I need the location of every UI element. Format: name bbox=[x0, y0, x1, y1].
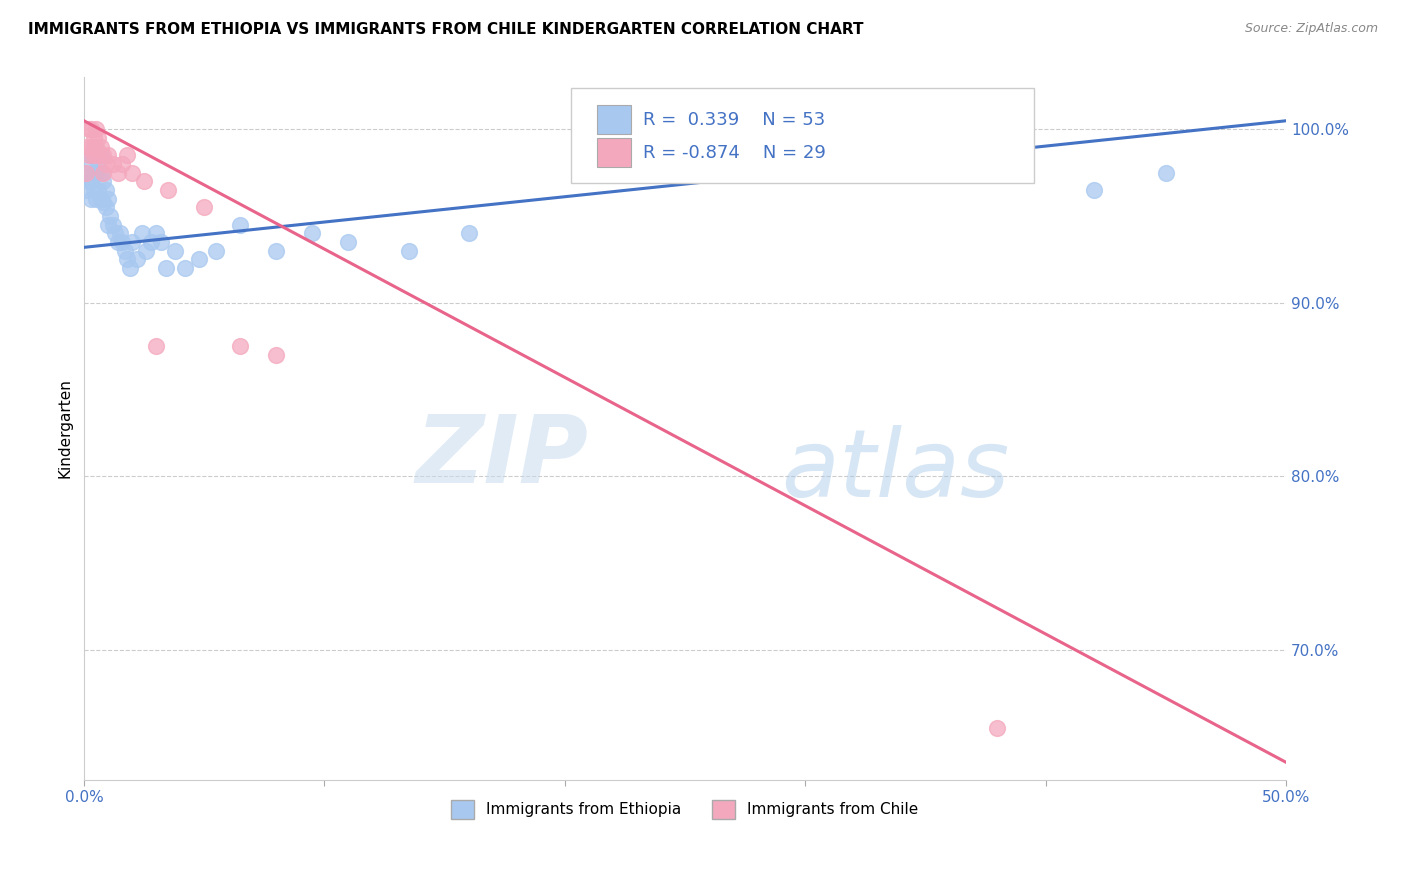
Point bbox=[80, 148, 103, 162]
Point bbox=[121, 166, 143, 180]
Point bbox=[90, 140, 112, 154]
Point bbox=[1083, 183, 1105, 197]
Text: Source: ZipAtlas.com: Source: ZipAtlas.com bbox=[1244, 22, 1378, 36]
Point bbox=[91, 174, 114, 188]
Point bbox=[84, 192, 107, 206]
Point bbox=[125, 252, 148, 267]
Point bbox=[1154, 166, 1177, 180]
FancyBboxPatch shape bbox=[598, 105, 631, 135]
Point bbox=[155, 261, 177, 276]
Point bbox=[205, 244, 228, 258]
Point bbox=[90, 166, 112, 180]
Point bbox=[91, 166, 114, 180]
Point bbox=[83, 183, 105, 197]
Point bbox=[986, 721, 1008, 735]
Text: R = -0.874    N = 29: R = -0.874 N = 29 bbox=[643, 144, 825, 161]
Point bbox=[457, 227, 479, 241]
Point bbox=[83, 140, 105, 154]
Point bbox=[229, 218, 252, 232]
Point bbox=[77, 174, 100, 188]
Point bbox=[117, 148, 139, 162]
Point bbox=[229, 339, 252, 353]
Text: IMMIGRANTS FROM ETHIOPIA VS IMMIGRANTS FROM CHILE KINDERGARTEN CORRELATION CHART: IMMIGRANTS FROM ETHIOPIA VS IMMIGRANTS F… bbox=[28, 22, 863, 37]
Point bbox=[94, 201, 117, 215]
Point bbox=[83, 148, 105, 162]
Text: atlas: atlas bbox=[782, 425, 1010, 516]
Point bbox=[107, 235, 129, 249]
Point bbox=[131, 227, 153, 241]
Point bbox=[121, 235, 143, 249]
Point bbox=[83, 131, 105, 145]
Text: ZIP: ZIP bbox=[416, 410, 589, 502]
Point bbox=[83, 166, 105, 180]
Point bbox=[145, 227, 167, 241]
Point bbox=[80, 140, 103, 154]
Point bbox=[87, 157, 110, 171]
Point bbox=[165, 244, 187, 258]
Point bbox=[266, 244, 288, 258]
Point bbox=[111, 157, 134, 171]
Point bbox=[174, 261, 197, 276]
Point bbox=[87, 131, 110, 145]
Point bbox=[75, 140, 97, 154]
Point bbox=[94, 183, 117, 197]
Point bbox=[132, 174, 155, 188]
Point bbox=[97, 218, 120, 232]
FancyBboxPatch shape bbox=[571, 88, 1033, 183]
Point bbox=[75, 166, 97, 180]
Point bbox=[90, 148, 112, 162]
Point bbox=[118, 261, 141, 276]
Point bbox=[100, 209, 122, 223]
Point bbox=[301, 227, 323, 241]
Point bbox=[337, 235, 360, 249]
Point bbox=[266, 348, 288, 362]
Point bbox=[135, 244, 157, 258]
Point bbox=[145, 339, 167, 353]
Point bbox=[77, 157, 100, 171]
Legend: Immigrants from Ethiopia, Immigrants from Chile: Immigrants from Ethiopia, Immigrants fro… bbox=[446, 794, 925, 824]
Point bbox=[84, 140, 107, 154]
Point bbox=[80, 122, 103, 136]
Point bbox=[398, 244, 420, 258]
Point bbox=[97, 148, 120, 162]
Point bbox=[75, 166, 97, 180]
Point bbox=[104, 227, 127, 241]
Point bbox=[90, 192, 112, 206]
Point bbox=[141, 235, 163, 249]
Point bbox=[94, 157, 117, 171]
Point bbox=[111, 235, 134, 249]
Point bbox=[108, 227, 131, 241]
Point bbox=[91, 195, 114, 210]
Point bbox=[87, 183, 110, 197]
Point bbox=[77, 148, 100, 162]
Point bbox=[84, 122, 107, 136]
Point bbox=[84, 148, 107, 162]
Point bbox=[114, 244, 136, 258]
Point bbox=[188, 252, 211, 267]
Point bbox=[80, 174, 103, 188]
Point bbox=[107, 166, 129, 180]
Point bbox=[97, 192, 120, 206]
Point bbox=[149, 235, 172, 249]
Point bbox=[157, 183, 180, 197]
Point bbox=[87, 148, 110, 162]
Point bbox=[80, 192, 103, 206]
Point bbox=[77, 122, 100, 136]
Point bbox=[91, 148, 114, 162]
Text: R =  0.339    N = 53: R = 0.339 N = 53 bbox=[643, 111, 825, 128]
Point bbox=[101, 157, 124, 171]
Point bbox=[193, 201, 215, 215]
Point bbox=[84, 166, 107, 180]
FancyBboxPatch shape bbox=[598, 138, 631, 168]
Point bbox=[117, 252, 139, 267]
Point bbox=[101, 218, 124, 232]
Point bbox=[75, 183, 97, 197]
Y-axis label: Kindergarten: Kindergarten bbox=[58, 378, 72, 478]
